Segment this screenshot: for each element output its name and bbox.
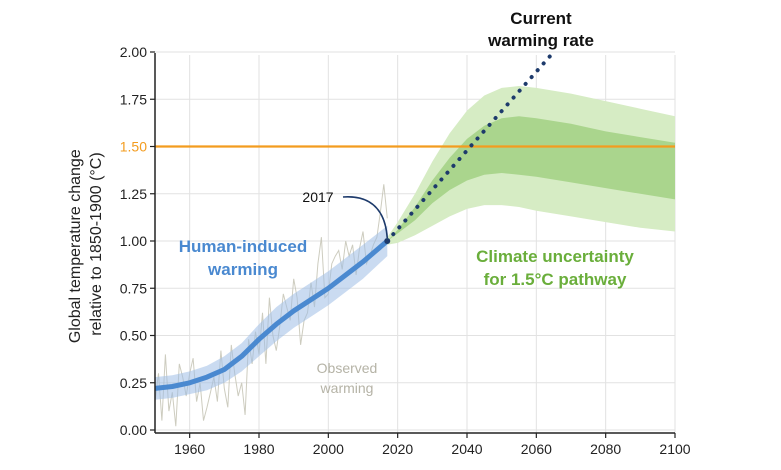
- marker-2017-point: [384, 238, 391, 244]
- x-tick-label: 2060: [521, 441, 552, 457]
- human-induced-line: [155, 238, 390, 391]
- human-induced-series: [155, 225, 390, 400]
- observed-label-line2: warming: [320, 380, 374, 396]
- y-axis-label-line1: Global temperature change: [67, 149, 84, 343]
- uncertainty-bands: [387, 86, 675, 245]
- current-rate-series: [384, 50, 556, 244]
- current-rate-label-line1: Current: [510, 9, 572, 28]
- x-tick-label: 2040: [451, 441, 482, 457]
- x-tick-label: 2020: [382, 441, 413, 457]
- y-tick-label: 1.75: [120, 91, 147, 107]
- x-tick-label: 1980: [243, 441, 274, 457]
- current-rate-label-line2: warming rate: [487, 31, 594, 50]
- y-axis-label-line2: relative to 1850-1900 (°C): [88, 152, 105, 335]
- y-tick-label: 1.00: [120, 233, 147, 249]
- y-tick-label: 2.00: [120, 44, 147, 60]
- x-tick-label: 2100: [659, 441, 690, 457]
- y-tick-label: 0.25: [120, 375, 147, 391]
- marker-2017-leader-line: [342, 196, 389, 239]
- x-tick-label: 2000: [313, 441, 344, 457]
- uncertainty-label-line1: Climate uncertainty: [476, 247, 634, 266]
- y-axis-label: Global temperature change relative to 18…: [67, 145, 105, 343]
- y-tick-label: 1.50: [120, 139, 147, 155]
- uncertainty-label-line2: for 1.5°C pathway: [484, 270, 627, 289]
- y-tick-label: 0.50: [120, 328, 147, 344]
- tick-labels: 0.00 0.25 0.50 0.75 1.00 1.25 1.50 1.75 2.00 1960…: [120, 44, 691, 457]
- y-tick-label: 0.75: [120, 280, 147, 296]
- current-rate-line: [385, 50, 556, 243]
- human-induced-label-line1: Human-induced: [179, 237, 307, 256]
- human-induced-band: [155, 225, 388, 400]
- human-induced-label-line2: warming: [207, 260, 278, 279]
- observed-label-line1: Observed: [317, 360, 378, 376]
- x-tick-label: 2080: [590, 441, 621, 457]
- axes: [150, 51, 676, 438]
- marker-2017-label: 2017: [302, 189, 333, 205]
- y-tick-label: 0.00: [120, 422, 147, 438]
- y-tick-label: 1.25: [120, 186, 147, 202]
- x-tick-label: 1960: [174, 441, 205, 457]
